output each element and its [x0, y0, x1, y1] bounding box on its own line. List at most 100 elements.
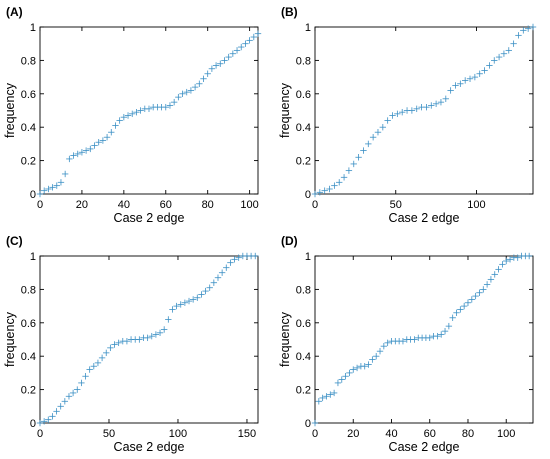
data-point: [321, 187, 328, 194]
data-point: [82, 373, 89, 380]
data-point: [74, 386, 81, 393]
data-point: [319, 394, 326, 402]
data-point: [198, 291, 205, 298]
data-point: [438, 331, 445, 338]
data-point: [345, 167, 353, 174]
data-point: [177, 301, 184, 308]
x-tick-label: 100: [169, 428, 187, 440]
data-point: [225, 53, 232, 61]
y-tick-label: 0.8: [21, 55, 36, 67]
data-point: [384, 117, 391, 124]
data-point: [145, 105, 153, 113]
data-point: [107, 344, 114, 352]
y-tick-label: 0.6: [296, 318, 311, 330]
y-tick-label: 0.2: [296, 385, 311, 397]
data-point: [330, 389, 338, 397]
y-tick-label: 0.2: [21, 385, 36, 397]
data-point: [86, 366, 93, 373]
data-point: [152, 331, 160, 338]
x-tick-label: 60: [160, 199, 172, 211]
data-point: [221, 57, 228, 64]
data-point: [148, 332, 155, 340]
data-point: [223, 264, 230, 271]
data-point: [491, 271, 498, 278]
data-point: [376, 347, 384, 355]
data-point: [242, 40, 249, 47]
data-point: [103, 349, 110, 357]
x-tick-label: 0: [37, 199, 43, 211]
data-point: [196, 80, 203, 87]
data-point: [514, 254, 521, 261]
data-point: [217, 60, 224, 67]
x-tick-label: 50: [103, 428, 115, 440]
data-point: [204, 70, 211, 77]
data-point: [460, 302, 468, 310]
data-point: [399, 108, 406, 116]
data-point: [173, 302, 180, 310]
data-point: [342, 373, 349, 380]
data-point: [103, 134, 111, 141]
panel-a: (A) 0 0.2 0.4 0.6 0.8 1 0 20 40 60 80 100 Case 2 edge…: [0, 0, 275, 229]
x-tick-label: 40: [118, 199, 130, 211]
data-point: [464, 299, 472, 306]
data-point: [334, 379, 342, 387]
data-point: [472, 292, 479, 300]
data-point: [246, 37, 253, 44]
data-point: [90, 363, 98, 370]
y-tick-label: 1: [305, 251, 311, 263]
data-point: [191, 83, 199, 91]
y-tick-label: 0.4: [296, 122, 311, 134]
data-point: [99, 137, 107, 144]
data-point: [428, 102, 435, 109]
x-tick-label: 100: [497, 428, 515, 440]
data-point: [495, 266, 502, 273]
data-point: [432, 100, 440, 108]
data-point: [49, 184, 56, 191]
y-tick-label: 1: [30, 22, 36, 34]
data-point: [208, 65, 216, 72]
data-point: [78, 379, 85, 387]
y-tick-label: 0: [305, 418, 311, 430]
data-point: [389, 112, 396, 119]
y-tick-label: 0.4: [21, 122, 36, 134]
chart-a: (A) 0 0.2 0.4 0.6 0.8 1 0 20 40 60 80 100 Case 2 edge…: [3, 5, 262, 225]
data-point: [360, 147, 367, 154]
data-point: [45, 185, 52, 193]
data-point: [144, 334, 151, 342]
data-point: [133, 108, 140, 116]
y-tick-label: 0.8: [296, 55, 311, 67]
x-tick-label: 100: [240, 199, 258, 211]
x-axis-title: Case 2 edge: [389, 211, 460, 225]
data-point: [311, 190, 319, 198]
data-point: [120, 113, 128, 121]
y-axis-title: frequency: [278, 82, 292, 138]
x-axis-title: Case 2 edge: [114, 440, 185, 454]
plot-frame: [39, 26, 259, 195]
data-point: [316, 189, 324, 196]
data-point: [408, 107, 416, 114]
data-point: [315, 398, 323, 405]
data-point: [326, 185, 333, 193]
y-tick-label: 0.4: [21, 351, 36, 363]
data-point: [515, 32, 522, 39]
data-point: [254, 30, 262, 37]
data-point: [423, 103, 430, 111]
data-point: [413, 105, 420, 113]
data-point: [187, 87, 195, 94]
plot-frame: [314, 255, 534, 424]
data-point: [61, 170, 69, 178]
data-point: [529, 23, 537, 31]
y-tick-label: 1: [30, 251, 36, 263]
data-point: [61, 398, 69, 405]
data-point: [165, 316, 172, 323]
panel-label: (A): [6, 5, 23, 19]
data-point: [346, 369, 353, 377]
data-point: [411, 336, 418, 343]
x-tick-label: 0: [37, 428, 43, 440]
panel-label: (C): [6, 234, 23, 248]
data-point: [78, 149, 86, 156]
data-point: [235, 254, 242, 261]
data-point: [461, 77, 469, 84]
data-point: [495, 53, 503, 61]
data-point: [36, 190, 44, 198]
